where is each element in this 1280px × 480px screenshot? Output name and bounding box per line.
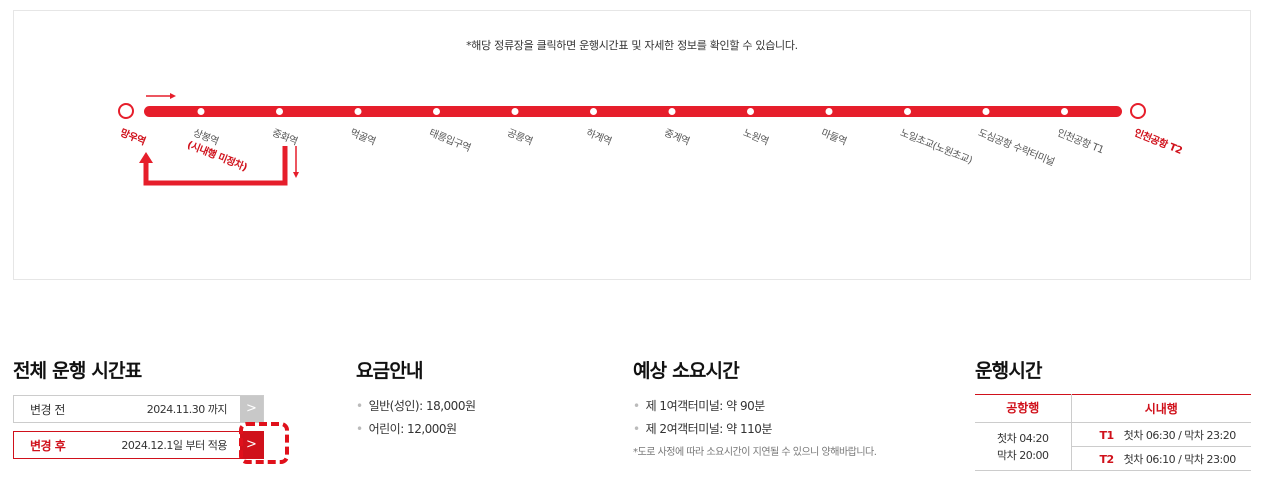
operation-table: 공항행 시내행 첫차 04:20 막차 20:00 T1 첫차 06:30 / 막… [975,394,1251,471]
t1-time: 첫차 06:30 / 막차 23:20 [1123,428,1237,442]
timetable-before-date: 2024.11.30 까지 [146,403,228,416]
stop-dot[interactable] [982,108,990,115]
highlight-dashed-box [239,422,289,464]
operation-title: 운행시간 [975,360,1043,382]
route-notice: *해당 정류장을 클릭하면 운행시간표 및 자세한 정보를 확인할 수 있습니다… [466,39,798,52]
timetable-after-date: 2024.12.1일 부터 적용 [121,439,227,452]
duration-section: 예상 소요시간 제 1여객터미널: 약 90분 제 2여객터미널: 약 110분… [633,356,877,458]
stop-dot[interactable] [590,108,597,115]
direction-arrowhead-right [170,93,176,99]
return-loop-path [143,146,288,186]
timetable-section: 전체 운행 시간표 변경 전 2024.11.30 까지 > 변경 후 2024… [13,356,289,464]
stop-dot[interactable] [668,108,676,115]
duration-t2: 제 2여객터미널: 약 110분 [633,420,876,437]
duration-title: 예상 소요시간 [633,360,740,382]
timetable-title: 전체 운행 시간표 [13,360,142,382]
stop-dot[interactable] [354,108,362,115]
fare-section: 요금안내 일반(성인): 18,000원 어린이: 12,000원 [356,356,476,443]
route-map: *해당 정류장을 클릭하면 운행시간표 및 자세한 정보를 확인할 수 있습니다… [13,10,1251,280]
fare-child: 어린이: 12,000원 [356,420,476,437]
end-stop-marker[interactable] [1130,103,1146,119]
city-t2-row: T2 첫차 06:10 / 막차 23:00 [1071,446,1251,471]
t1-label: T1 [1099,428,1115,442]
return-arrowhead-up [139,152,153,163]
stop-dot[interactable] [276,108,283,115]
duration-note: *도로 사정에 따라 소요시간이 지연될 수 있으니 양해바랍니다. [633,447,877,458]
t2-time: 첫차 06:10 / 막차 23:00 [1123,452,1237,466]
fare-title: 요금안내 [356,360,424,382]
stop-dot[interactable] [197,108,205,115]
t2-label: T2 [1099,452,1115,466]
chevron-right-icon[interactable]: > [240,432,263,458]
direction-arrowhead-down [293,172,299,178]
col-city-header: 시내행 [1071,394,1251,423]
city-t1-row: T1 첫차 06:30 / 막차 23:20 [1071,422,1251,447]
route-line-svg [118,93,1146,186]
duration-t1: 제 1여객터미널: 약 90분 [633,397,876,414]
start-stop-marker[interactable] [118,103,134,119]
stop-dots [197,108,1068,115]
timetable-after-row[interactable]: 변경 후 2024.12.1일 부터 적용 > [13,431,264,459]
airport-first: 첫차 04:20 [997,431,1049,445]
chevron-right-icon[interactable]: > [240,396,263,422]
airport-last: 막차 20:00 [997,448,1049,462]
stop-dot[interactable] [1061,108,1068,115]
fare-adult: 일반(성인): 18,000원 [356,397,476,414]
timetable-before-row[interactable]: 변경 전 2024.11.30 까지 > [13,395,264,423]
stop-dot[interactable] [904,108,911,115]
timetable-after-label: 변경 후 [30,438,66,453]
col-airport-header: 공항행 [975,394,1072,423]
route-line [144,106,1122,117]
stop-dot[interactable] [747,108,754,115]
timetable-before-label: 변경 전 [30,402,65,417]
stop-dot[interactable] [825,108,833,115]
stop-dot[interactable] [511,108,519,115]
stop-dot[interactable] [433,108,440,115]
airport-times: 첫차 04:20 막차 20:00 [975,422,1072,471]
operation-section: 운행시간 공항행 시내행 첫차 04:20 막차 20:00 T1 첫차 06:3… [975,356,1251,471]
